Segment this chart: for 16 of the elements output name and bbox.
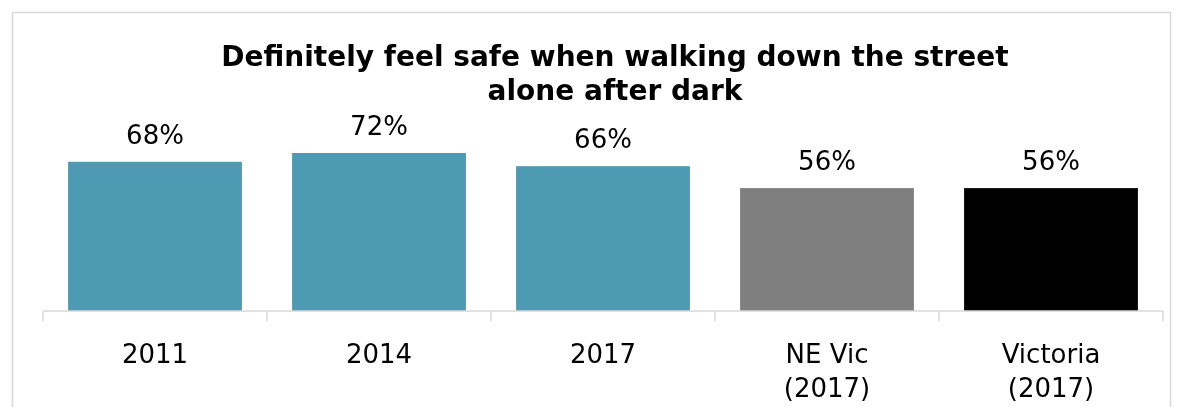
data-label: 56% — [798, 146, 856, 177]
x-tick-label: NE Vic (2017) — [783, 339, 871, 403]
data-label: 72% — [350, 111, 408, 141]
x-tick-label: 2014 — [345, 339, 413, 369]
x-tick-label: 2011 — [121, 339, 189, 369]
bar — [68, 161, 242, 311]
bar — [292, 153, 466, 311]
data-label: 56% — [1022, 146, 1080, 177]
chart-title: Definitely feel safe when walking down the street alone after dark — [221, 40, 1009, 107]
x-tick-label: 2017 — [569, 339, 637, 369]
bar — [516, 166, 690, 311]
bar — [740, 188, 914, 311]
bar — [964, 188, 1138, 311]
data-label: 68% — [126, 119, 184, 150]
data-label: 66% — [574, 124, 632, 155]
x-tick-label: Victoria (2017) — [1001, 339, 1101, 403]
